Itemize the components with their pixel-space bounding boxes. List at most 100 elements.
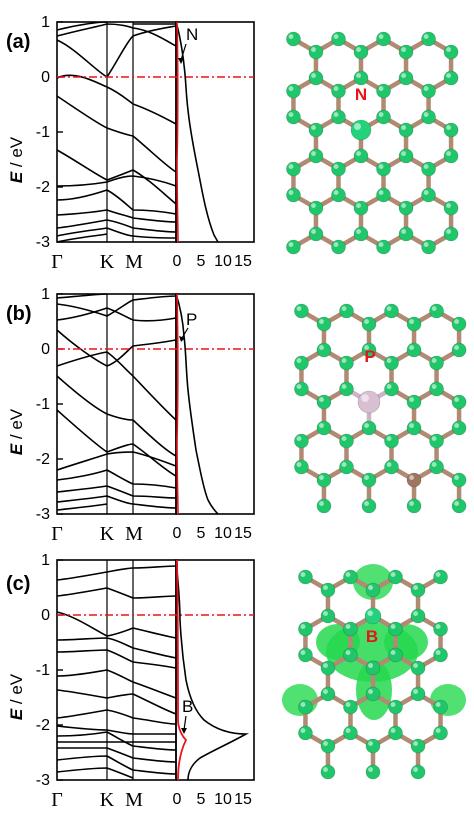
atom-highlight [323, 611, 328, 616]
total-dos-curve [175, 293, 219, 515]
carbon-atom [294, 355, 309, 371]
carbon-atom [320, 660, 336, 676]
carbon-atom [320, 582, 336, 598]
atom-highlight [386, 462, 392, 467]
dos-tick-label: 15 [234, 253, 252, 270]
carbon-atom [365, 738, 381, 754]
atom-highlight [423, 112, 429, 118]
atom-highlight [413, 767, 419, 772]
carbon-atom [331, 83, 346, 99]
carbon-atom [298, 569, 313, 585]
carbon-atom [376, 109, 391, 125]
atom-highlight [341, 436, 347, 441]
dopant-atom [350, 119, 372, 141]
dos-tick-label: 0 [173, 525, 182, 542]
atom-highlight [386, 306, 392, 311]
atom-highlight [333, 86, 339, 92]
carbon-atom [365, 764, 381, 780]
atom-highlight [364, 475, 369, 480]
atom-highlight [454, 423, 460, 428]
atom-highlight [319, 345, 324, 350]
carbon-atom [433, 699, 448, 715]
y-tick-label: -2 [36, 451, 50, 468]
atom-highlight [454, 475, 460, 480]
carbon-atom [339, 459, 354, 475]
carbon-atom [339, 303, 354, 319]
carbon-atom [443, 200, 459, 216]
carbon-atom [339, 355, 354, 371]
dos-tick-label: 10 [214, 791, 232, 808]
bonds [291, 36, 454, 250]
carbon-atom [376, 187, 391, 203]
atom-highlight [367, 610, 374, 616]
atom-highlight [431, 358, 437, 363]
total-dos-curve [175, 559, 250, 781]
carbon-atom [406, 342, 422, 358]
atom-highlight [446, 151, 452, 156]
atom-highlight [288, 34, 294, 39]
atom-highlight [390, 702, 396, 707]
panel-c: (c) E / eV 1 0 -1 -2 -3 [6, 552, 466, 811]
pdos-curve [176, 293, 179, 515]
annotation-arrow [183, 715, 187, 731]
atom-highlight [409, 345, 415, 350]
carbon-atom [316, 394, 332, 410]
carbon-atom [353, 70, 369, 86]
carbon-atom [398, 44, 414, 60]
carbon-atom [388, 621, 403, 637]
carbon-atom [286, 161, 301, 177]
y-ticks [57, 293, 63, 515]
y-ticks [57, 21, 63, 243]
atom-highlight [423, 164, 429, 169]
carbon-atom [286, 239, 301, 255]
atom-highlight [319, 397, 324, 402]
carbon-atom [398, 70, 414, 86]
carbon-atom [308, 148, 324, 164]
carbon-atom [388, 699, 403, 715]
panel-a: (a) E / eV 1 0 -1 -2 -3 [6, 14, 459, 273]
y-tick-label: 1 [41, 286, 50, 303]
atom-highlight [446, 125, 452, 130]
carbon-atom [421, 187, 436, 203]
atom-highlight [364, 319, 369, 324]
atom-highlight [413, 689, 419, 694]
atom-highlight [311, 125, 316, 130]
carbon-atom [286, 83, 301, 99]
carbon-atom [316, 472, 332, 488]
dos-tick-label: 10 [214, 253, 232, 270]
carbon-atom [429, 303, 444, 319]
carbon-atom [406, 498, 422, 514]
atom-highlight [378, 190, 384, 195]
carbon-atom [343, 725, 358, 741]
k-label-m: M [125, 523, 143, 545]
atom-highlight [341, 358, 347, 363]
carbon-atom [421, 161, 436, 177]
band-lines [56, 21, 177, 243]
annotation-arrow [180, 43, 187, 61]
carbon-atom [443, 70, 459, 86]
atom-highlight [356, 203, 361, 208]
carbon-atom [294, 459, 309, 475]
atom-highlight [319, 475, 324, 480]
y-tick-label: -3 [36, 506, 50, 523]
carbon-atom [331, 161, 346, 177]
band-lines [56, 565, 177, 779]
atom-highlight [413, 741, 419, 746]
panel-b: (b) E / eV 1 0 -1 -2 -3 [6, 286, 467, 545]
carbon-atom [331, 109, 346, 125]
atom-highlight [288, 190, 294, 195]
dopant-label: P [364, 347, 375, 366]
carbon-atom [331, 239, 346, 255]
carbon-atom [421, 239, 436, 255]
carbon-atom [421, 109, 436, 125]
y-axis-label: E / eV [7, 408, 26, 455]
carbon-atom [433, 621, 448, 637]
carbon-atom [451, 420, 467, 436]
carbon-atom [339, 381, 354, 397]
atom-highlight [319, 319, 324, 324]
atom-highlight [368, 741, 373, 746]
dopant-label: B [366, 627, 378, 646]
atom-highlight [311, 73, 316, 79]
atom-highlight [300, 624, 306, 629]
carbon-atom [376, 161, 391, 177]
